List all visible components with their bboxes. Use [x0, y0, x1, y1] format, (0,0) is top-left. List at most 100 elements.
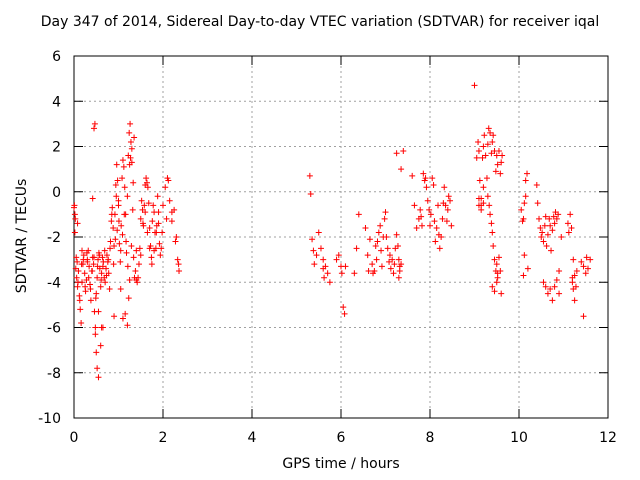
data-point	[121, 211, 128, 218]
data-point	[126, 276, 133, 283]
data-point	[107, 238, 114, 245]
data-point	[138, 197, 145, 204]
data-point	[568, 224, 575, 231]
data-point	[320, 256, 327, 263]
data-point	[157, 252, 164, 259]
data-point	[478, 206, 485, 213]
data-point	[480, 200, 487, 207]
data-point	[481, 132, 488, 139]
data-point	[135, 261, 142, 268]
data-point	[149, 218, 156, 225]
y-tick-label: 2	[52, 140, 61, 156]
data-point	[427, 211, 434, 218]
data-point	[538, 234, 545, 240]
data-point	[97, 283, 104, 290]
data-point	[145, 200, 152, 207]
data-point	[381, 215, 388, 222]
data-point	[578, 258, 585, 265]
data-point	[544, 290, 551, 297]
data-point	[378, 247, 385, 254]
data-point	[108, 218, 115, 225]
data-point	[522, 177, 529, 184]
data-point	[141, 202, 148, 209]
data-point	[439, 215, 446, 222]
data-point	[558, 234, 565, 240]
data-point	[393, 231, 400, 238]
data-point	[551, 283, 558, 290]
data-point	[81, 270, 88, 277]
data-point	[146, 224, 153, 231]
data-point	[479, 154, 486, 161]
data-point	[91, 120, 98, 127]
y-tick-labels: -10 -8 -6 -4 -2 0 2 4 6	[38, 49, 61, 427]
data-point	[448, 222, 455, 229]
data-point	[151, 247, 158, 254]
data-point	[383, 234, 390, 240]
data-point	[537, 224, 544, 231]
data-point	[97, 342, 104, 349]
data-point	[524, 265, 531, 272]
data-point	[133, 247, 140, 254]
data-point	[159, 229, 166, 236]
data-point	[73, 274, 80, 281]
data-point	[119, 175, 126, 182]
data-point	[382, 209, 389, 216]
data-point	[422, 175, 429, 182]
data-point	[373, 256, 380, 263]
data-point	[389, 256, 396, 263]
data-point	[158, 245, 165, 252]
data-point	[86, 263, 93, 270]
data-point	[549, 297, 556, 304]
data-point	[338, 270, 345, 277]
y-tick-label: 6	[52, 49, 61, 65]
data-point	[431, 218, 438, 225]
grid-lines	[74, 56, 608, 418]
y-axis-label: SDTVAR / TECUs	[14, 178, 30, 294]
data-point	[317, 245, 324, 252]
data-point	[493, 279, 500, 286]
data-point	[128, 243, 135, 250]
data-point	[544, 231, 551, 238]
data-point	[476, 177, 483, 184]
data-point	[490, 132, 497, 139]
data-point	[433, 224, 440, 231]
data-point	[128, 145, 135, 152]
data-point	[584, 265, 591, 272]
data-point	[333, 256, 340, 263]
data-point	[155, 209, 162, 216]
data-point	[484, 141, 491, 148]
data-point	[390, 270, 397, 277]
data-point	[112, 236, 119, 243]
data-point	[113, 193, 120, 200]
data-point	[369, 261, 376, 268]
data-point	[313, 252, 320, 259]
data-point	[78, 261, 85, 268]
data-point	[582, 270, 589, 277]
data-point	[122, 310, 129, 317]
data-point	[583, 254, 590, 261]
data-point	[91, 125, 98, 132]
x-axis-label: GPS time / hours	[282, 456, 400, 472]
data-point	[79, 247, 86, 254]
data-point	[98, 276, 105, 283]
data-point	[120, 163, 127, 170]
data-point	[520, 272, 527, 279]
data-point	[567, 211, 574, 218]
data-point	[429, 175, 436, 182]
data-point	[165, 177, 172, 184]
data-point	[148, 261, 155, 268]
data-point	[77, 306, 84, 313]
data-point	[387, 265, 394, 272]
data-point	[137, 252, 144, 259]
data-point	[103, 272, 110, 279]
data-point	[386, 252, 393, 259]
data-point	[126, 129, 133, 136]
data-point	[541, 222, 548, 229]
data-point	[136, 245, 143, 252]
data-point	[92, 324, 99, 331]
x-tick-label: 4	[248, 430, 257, 446]
data-point	[74, 220, 81, 227]
data-point	[497, 170, 504, 177]
data-point	[398, 166, 405, 173]
data-point	[489, 138, 496, 145]
